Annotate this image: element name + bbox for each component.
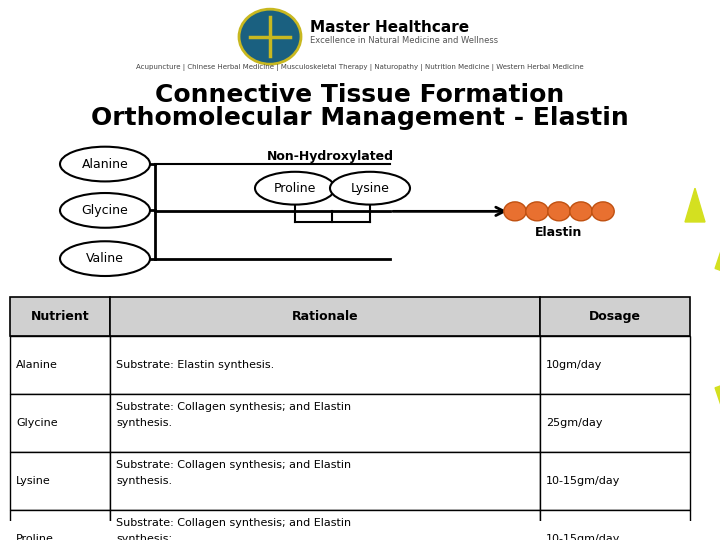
Bar bbox=[540, 336, 690, 394]
Text: Substrate: Elastin synthesis.: Substrate: Elastin synthesis. bbox=[116, 360, 274, 370]
Text: Proline: Proline bbox=[16, 534, 54, 540]
Text: 10gm/day: 10gm/day bbox=[546, 360, 603, 370]
Text: Valine: Valine bbox=[86, 252, 124, 265]
Ellipse shape bbox=[60, 193, 150, 228]
Text: Rationale: Rationale bbox=[292, 310, 359, 323]
Text: Master Healthcare: Master Healthcare bbox=[310, 19, 469, 35]
Text: Glycine: Glycine bbox=[16, 418, 58, 428]
Text: Substrate: Collagen synthesis; and Elastin: Substrate: Collagen synthesis; and Elast… bbox=[116, 460, 351, 470]
Polygon shape bbox=[685, 188, 705, 222]
Text: Connective Tissue Formation: Connective Tissue Formation bbox=[156, 83, 564, 106]
Text: Elastin: Elastin bbox=[535, 226, 582, 239]
Bar bbox=[10, 451, 110, 510]
Text: Dosage: Dosage bbox=[589, 310, 641, 323]
Ellipse shape bbox=[240, 10, 300, 63]
Text: Non-Hydroxylated: Non-Hydroxylated bbox=[266, 150, 394, 163]
Bar bbox=[110, 394, 540, 451]
Bar bbox=[110, 451, 540, 510]
Bar bbox=[110, 510, 540, 540]
Bar bbox=[540, 394, 690, 451]
Ellipse shape bbox=[255, 172, 335, 205]
Text: synthesis.: synthesis. bbox=[116, 476, 172, 485]
Text: 25gm/day: 25gm/day bbox=[546, 418, 603, 428]
Ellipse shape bbox=[60, 147, 150, 181]
Text: Glycine: Glycine bbox=[81, 204, 128, 217]
Bar bbox=[110, 297, 540, 336]
Text: Alanine: Alanine bbox=[81, 158, 128, 171]
Bar bbox=[10, 297, 110, 336]
Ellipse shape bbox=[60, 241, 150, 276]
Text: Proline: Proline bbox=[274, 181, 316, 195]
Ellipse shape bbox=[592, 202, 614, 221]
Ellipse shape bbox=[526, 202, 548, 221]
Text: Substrate: Collagen synthesis; and Elastin: Substrate: Collagen synthesis; and Elast… bbox=[116, 402, 351, 412]
Ellipse shape bbox=[548, 202, 570, 221]
Text: 2: 2 bbox=[683, 504, 690, 515]
Bar bbox=[540, 510, 690, 540]
Text: Substrate: Collagen synthesis; and Elastin: Substrate: Collagen synthesis; and Elast… bbox=[116, 518, 351, 528]
Text: ANTA Brisbane Seminars: ANTA Brisbane Seminars bbox=[30, 505, 142, 514]
Text: 10-15gm/day: 10-15gm/day bbox=[546, 534, 621, 540]
Bar bbox=[10, 510, 110, 540]
Text: synthesis.: synthesis. bbox=[116, 418, 172, 428]
Ellipse shape bbox=[570, 202, 593, 221]
FancyArrowPatch shape bbox=[393, 207, 504, 215]
Text: 10-15gm/day: 10-15gm/day bbox=[546, 476, 621, 485]
Text: Orthomolecular Management - Elastin: Orthomolecular Management - Elastin bbox=[91, 106, 629, 130]
Text: Lysine: Lysine bbox=[16, 476, 50, 485]
Text: Nutrient: Nutrient bbox=[31, 310, 89, 323]
Bar bbox=[10, 336, 110, 394]
Text: Lysine: Lysine bbox=[351, 181, 390, 195]
Text: Acupuncture | Chinese Herbal Medicine | Musculoskeletal Therapy | Naturopathy | : Acupuncture | Chinese Herbal Medicine | … bbox=[136, 64, 584, 71]
Text: synthesis;: synthesis; bbox=[116, 534, 172, 540]
Polygon shape bbox=[715, 241, 720, 415]
Text: Alanine: Alanine bbox=[16, 360, 58, 370]
Bar bbox=[540, 451, 690, 510]
Bar bbox=[540, 297, 690, 336]
Ellipse shape bbox=[330, 172, 410, 205]
Ellipse shape bbox=[504, 202, 526, 221]
Text: Master Healthcare: Master Healthcare bbox=[318, 505, 402, 514]
Bar bbox=[10, 394, 110, 451]
Text: Excellence in Natural Medicine and Wellness: Excellence in Natural Medicine and Welln… bbox=[310, 36, 498, 45]
Bar bbox=[110, 336, 540, 394]
